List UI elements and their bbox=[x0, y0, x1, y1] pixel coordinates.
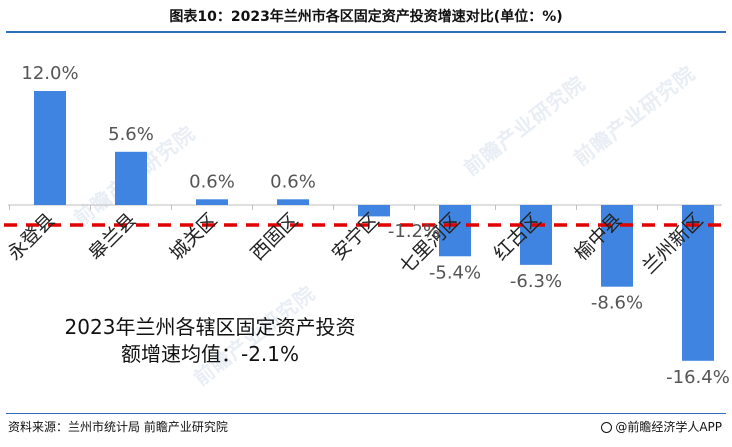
bar bbox=[358, 205, 390, 217]
category-label: 永登县 bbox=[4, 209, 60, 265]
data-label: -1.2% bbox=[388, 221, 440, 242]
bar bbox=[196, 199, 228, 205]
brand-credit: @前瞻经济学人APP bbox=[601, 418, 722, 435]
brand-label: @前瞻经济学人APP bbox=[615, 420, 722, 434]
bar bbox=[682, 205, 714, 361]
category-label: 皋兰县 bbox=[85, 209, 141, 265]
bar bbox=[34, 91, 66, 205]
data-label: -6.3% bbox=[510, 271, 562, 292]
data-label: -8.6% bbox=[591, 293, 643, 314]
data-label: 0.6% bbox=[270, 171, 316, 192]
average-annotation-line2: 额增速均值：-2.1% bbox=[120, 342, 300, 366]
bar bbox=[601, 205, 633, 287]
source-note: 资料来源：兰州市统计局 前瞻产业研究院 bbox=[8, 420, 228, 434]
brand-logo-icon bbox=[601, 422, 613, 433]
data-label: -16.4% bbox=[666, 367, 730, 388]
bar bbox=[520, 205, 552, 265]
category-label: 安宁区 bbox=[328, 209, 384, 265]
title-divider bbox=[6, 31, 726, 33]
data-label: 5.6% bbox=[108, 124, 154, 145]
bar bbox=[439, 205, 471, 257]
chart-title: 图表10：2023年兰州市各区固定资产投资增速对比(单位：%) bbox=[169, 9, 563, 25]
category-label: 城关区 bbox=[166, 209, 222, 265]
category-label: 西固区 bbox=[247, 209, 303, 265]
average-annotation-line1: 2023年兰州各辖区固定资产投资 bbox=[64, 315, 356, 339]
data-label: -5.4% bbox=[429, 262, 481, 283]
bar bbox=[115, 151, 147, 205]
data-label: 12.0% bbox=[21, 63, 78, 84]
footer-divider bbox=[6, 413, 726, 414]
data-label: 0.6% bbox=[189, 171, 235, 192]
bar bbox=[277, 199, 309, 205]
average-annotation: 2023年兰州各辖区固定资产投资 额增速均值：-2.1% bbox=[30, 314, 390, 368]
